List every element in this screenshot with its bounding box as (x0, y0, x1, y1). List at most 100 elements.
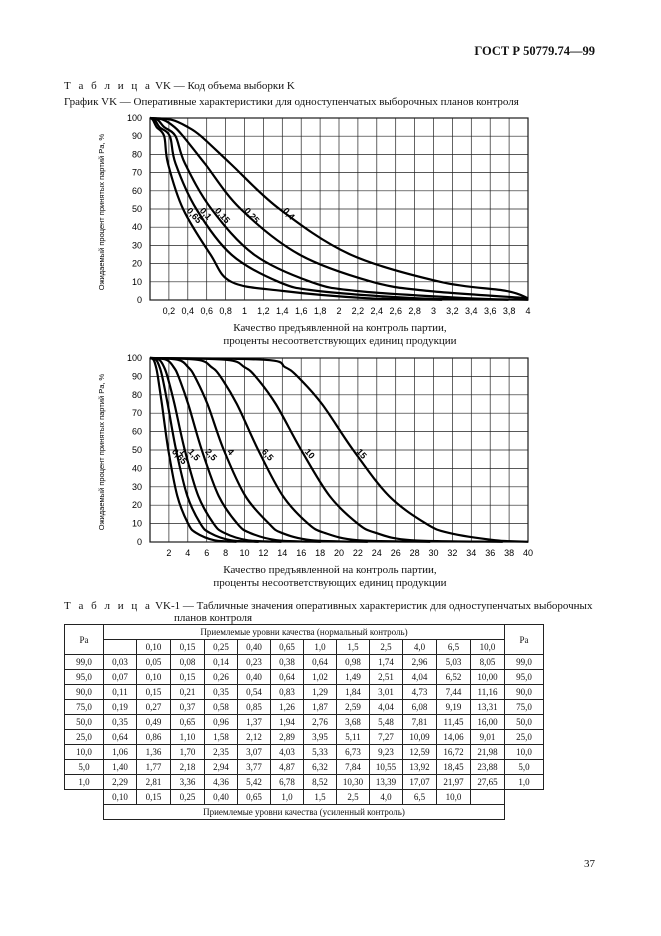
table-row: 99,0 0,03 0,05 0,08 0,14 0,23 0,38 0,64 0,98 1,74… (64, 654, 544, 670)
value-cell: 1,06 (103, 744, 137, 760)
x-tick-label: 4 (525, 306, 530, 316)
corner-cell (65, 790, 104, 805)
x-tick-label: 32 (447, 548, 457, 558)
x-tick-label: 34 (466, 548, 476, 558)
table-row: 95,0 0,07 0,10 0,15 0,26 0,40 0,64 1,02 1,49 2,51… (64, 669, 544, 685)
tightened-level-cell: 1,0 (270, 789, 304, 805)
oc-curve (149, 356, 321, 543)
value-cell: 2,76 (303, 714, 337, 730)
value-cell: 2,12 (237, 729, 271, 745)
value-cell: 0,83 (270, 684, 304, 700)
value-cell: 8,52 (303, 774, 337, 790)
pa-cell: 50,0 (64, 714, 104, 730)
x-tick-label: 0,8 (219, 306, 232, 316)
value-cell: 1,94 (270, 714, 304, 730)
value-cell: 3,07 (237, 744, 271, 760)
oc-curve (149, 356, 368, 543)
table-row: 75,0 0,19 0,27 0,37 0,58 0,85 1,26 1,87 2,59 4,04… (64, 699, 544, 715)
level-cell: 0,65 (270, 639, 304, 655)
x-tick-label: 12 (258, 548, 268, 558)
table1-prefix: Т а б л и ц а (64, 600, 153, 612)
value-cell: 1,49 (336, 669, 370, 685)
value-cell: 4,87 (270, 759, 304, 775)
value-cell: 3,68 (336, 714, 370, 730)
pa-cell: 10,0 (504, 744, 544, 760)
value-cell: 0,37 (170, 699, 205, 715)
x-tick-label: 2,2 (352, 306, 365, 316)
y-tick-label: 20 (132, 259, 142, 269)
level-cell: 0,25 (204, 639, 238, 655)
x-tick-label: 40 (523, 548, 533, 558)
pa-cell: 10,0 (64, 744, 104, 760)
value-cell: 0,14 (204, 654, 238, 670)
value-cell: 1,02 (303, 669, 337, 685)
value-cell: 4,36 (204, 774, 238, 790)
value-cell: 1,84 (336, 684, 370, 700)
corner-cell (505, 790, 544, 805)
value-cell: 6,52 (436, 669, 471, 685)
value-cell: 7,27 (369, 729, 403, 745)
value-cell: 17,07 (402, 774, 437, 790)
tightened-level-cell: 2,5 (336, 789, 370, 805)
pa-cell: 1,0 (504, 774, 544, 790)
x-tick-label: 2 (166, 548, 171, 558)
level-cell: 2,5 (369, 639, 403, 655)
value-cell: 13,31 (470, 699, 505, 715)
value-cell: 5,42 (237, 774, 271, 790)
value-cell: 6,78 (270, 774, 304, 790)
y-tick-label: 10 (132, 277, 142, 287)
table-vk1-title-line2: планов контроля (174, 612, 253, 624)
y-tick-label: 30 (132, 482, 142, 492)
tightened-level-cell: 1,5 (303, 789, 337, 805)
value-cell: 4,04 (369, 699, 403, 715)
x-tick-label: 0,4 (182, 306, 195, 316)
pa-cell: 25,0 (64, 729, 104, 745)
pa-cell: 5,0 (64, 759, 104, 775)
value-cell: 0,65 (170, 714, 205, 730)
value-cell: 0,07 (103, 669, 137, 685)
y-tick-label: 90 (132, 131, 142, 141)
value-cell: 4,04 (402, 669, 437, 685)
value-cell: 0,40 (237, 669, 271, 685)
table-row: 5,0 1,40 1,77 2,18 2,94 3,77 4,87 6,32 7,84 10,55… (64, 759, 544, 775)
value-cell: 21,97 (436, 774, 471, 790)
oc-curve (149, 356, 237, 543)
value-cell: 1,36 (136, 744, 171, 760)
value-cell: 2,51 (369, 669, 403, 685)
tightened-header-row: Приемлемые уровни качества (усиленный ко… (65, 804, 544, 820)
table-vk1-title-line1: VK-1 — Табличные значения оперативных ха… (155, 600, 593, 612)
table-vk-heading: Т а б л и ц а VK — Код объема выборки K (64, 80, 295, 92)
curve-label: 0,25 (242, 206, 261, 226)
value-cell: 1,29 (303, 684, 337, 700)
page-number: 37 (584, 858, 595, 870)
table-row: 10,0 1,06 1,36 1,70 2,35 3,07 4,03 5,33 6,73 9,23… (64, 744, 544, 760)
value-cell: 0,21 (170, 684, 205, 700)
value-cell: 0,10 (136, 669, 171, 685)
oc-curve (149, 116, 509, 301)
y-tick-label: 100 (127, 113, 142, 123)
value-cell: 2,96 (402, 654, 437, 670)
oc-curve (149, 116, 529, 300)
x-tick-label: 38 (504, 548, 514, 558)
value-cell: 3,77 (237, 759, 271, 775)
chart2-curves (149, 356, 529, 543)
oc-chart-1: Ожидаемый процент принятых партий Pa, % … (97, 113, 531, 316)
x-tick-label: 2,8 (408, 306, 421, 316)
oc-values-table: Pa Приемлемые уровни качества (нормальный… (64, 624, 544, 820)
chart2-xlabel-line2: проценты несоответствующих единиц продук… (213, 577, 447, 589)
value-cell: 0,96 (204, 714, 238, 730)
chart1-curves (149, 116, 529, 301)
y-tick-label: 20 (132, 500, 142, 510)
x-tick-label: 1 (242, 306, 247, 316)
value-cell: 16,00 (470, 714, 505, 730)
tightened-level-cell: 0,25 (170, 789, 205, 805)
value-cell: 2,89 (270, 729, 304, 745)
value-cell: 0,15 (170, 669, 205, 685)
pa-cell: 99,0 (64, 654, 104, 670)
graph-vk-title: График VK — Оперативные характеристики д… (64, 96, 519, 108)
x-tick-label: 1,6 (295, 306, 308, 316)
chart1-gridlines (150, 117, 529, 301)
x-tick-label: 30 (428, 548, 438, 558)
chart1-xlabel: Качество предъявленной на контроль парти… (180, 322, 500, 348)
